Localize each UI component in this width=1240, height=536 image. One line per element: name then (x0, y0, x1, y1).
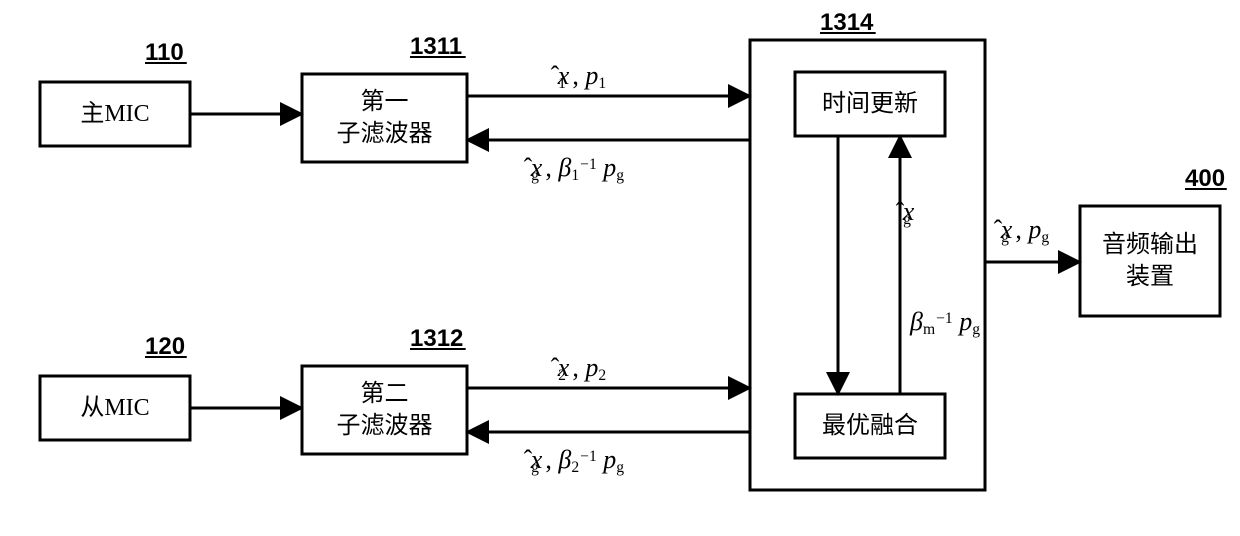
svg-text:x̂2 , p2: x̂2 , p2 (550, 353, 606, 384)
arrow-2: x̂1 , p1 (467, 61, 750, 96)
filter1-label-0: 第一 (361, 88, 409, 115)
arrow-3: x̂g , β1−1 pg (467, 140, 750, 184)
main_mic-number: 110 (145, 39, 184, 66)
slave_mic-number: 120 (145, 333, 185, 360)
main_mic: 主MIC 110 (40, 39, 190, 146)
arrow-4: x̂2 , p2 (467, 353, 750, 388)
filter2-label-1: 子滤波器 (337, 412, 433, 439)
filter2-number: 1312 (410, 325, 463, 352)
filter1: 第一子滤波器 1311 (302, 33, 467, 162)
svg-text:x̂g , pg: x̂g , pg (993, 215, 1049, 246)
audio_out-number: 400 (1185, 165, 1225, 192)
arrow-8: x̂g , pg (985, 215, 1080, 262)
audio_out-label-0: 音频输出 (1102, 231, 1198, 258)
main_mic-label-0: 主MIC (80, 100, 149, 127)
svg-text:x̂g , β1−1 pg: x̂g , β1−1 pg (523, 153, 624, 184)
filter2-label-0: 第二 (361, 380, 409, 407)
filter1-number: 1311 (410, 33, 462, 60)
group-number: 1314 (820, 9, 874, 36)
filter1-label-1: 子滤波器 (337, 120, 433, 147)
fusion-label-0: 最优融合 (822, 412, 918, 439)
time_upd-label-0: 时间更新 (822, 90, 918, 117)
slave_mic: 从MIC 120 (40, 333, 190, 440)
fusion: 最优融合 (795, 394, 945, 458)
slave_mic-label-0: 从MIC (80, 395, 149, 421)
audio_out-label-1: 装置 (1126, 263, 1174, 290)
svg-text:x̂1 , p1: x̂1 , p1 (550, 61, 606, 92)
time_upd: 时间更新 (795, 72, 945, 136)
svg-text:x̂g , β2−1 pg: x̂g , β2−1 pg (523, 445, 624, 476)
arrow-5: x̂g , β2−1 pg (467, 432, 750, 476)
audio_out: 音频输出装置 400 (1080, 165, 1227, 316)
filter2: 第二子滤波器 1312 (302, 325, 467, 454)
